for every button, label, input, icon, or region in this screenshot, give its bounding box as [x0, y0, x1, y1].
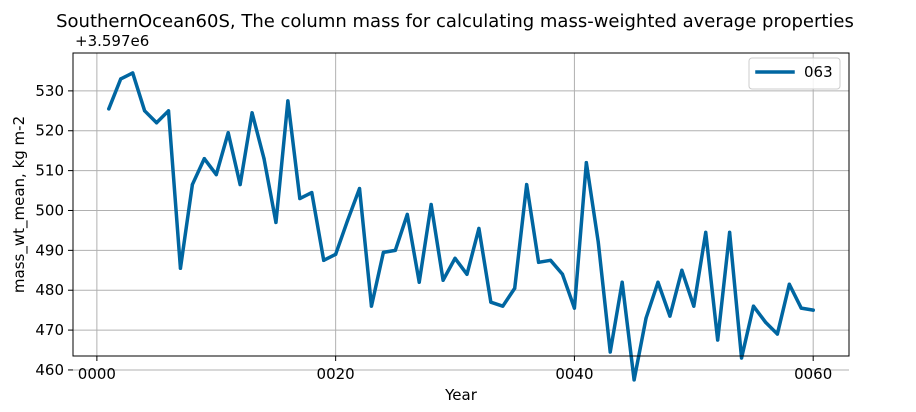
data-point	[381, 250, 385, 254]
y-tick-label: 530	[35, 82, 64, 100]
data-point	[811, 308, 815, 312]
data-point	[190, 182, 194, 187]
chart-title: SouthernOcean60S, The column mass for ca…	[56, 11, 854, 32]
data-point	[799, 306, 803, 310]
data-point	[763, 320, 768, 324]
x-tick-label: 0040	[555, 365, 593, 383]
y-tick-label: 500	[35, 201, 64, 219]
data-point	[274, 220, 278, 225]
data-point	[429, 202, 433, 207]
y-tick-label: 510	[35, 162, 64, 180]
data-point	[131, 71, 135, 75]
data-point	[572, 306, 577, 310]
data-point	[465, 272, 469, 276]
x-axis-label: Year	[444, 386, 478, 404]
plot-frame	[72, 52, 850, 357]
data-point	[656, 280, 660, 284]
data-point	[513, 286, 517, 290]
y-axis-label: mass_wt_mean, kg m-2	[10, 116, 29, 293]
y-tick-label: 480	[35, 281, 64, 299]
data-point	[501, 304, 505, 308]
legend-label-063: 063	[804, 63, 833, 81]
data-point	[417, 280, 421, 284]
data-point	[453, 256, 457, 260]
x-tick-label: 0000	[78, 365, 116, 383]
data-point	[608, 350, 612, 354]
data-point	[178, 266, 183, 270]
data-point	[226, 131, 230, 135]
data-point	[214, 173, 218, 177]
data-point	[298, 196, 302, 201]
data-point	[334, 252, 338, 256]
data-point	[166, 109, 171, 113]
data-point	[537, 260, 541, 264]
data-point	[596, 240, 600, 244]
data-point	[751, 304, 756, 308]
data-point	[393, 248, 397, 252]
data-point	[787, 282, 791, 286]
data-point	[405, 212, 409, 217]
data-point	[345, 218, 350, 223]
data-point	[560, 272, 565, 276]
data-point	[548, 258, 553, 262]
data-point	[322, 258, 326, 262]
data-point	[143, 109, 147, 113]
data-point	[728, 230, 732, 235]
data-point	[119, 77, 123, 81]
legend: 063	[748, 57, 841, 90]
data-point	[477, 226, 481, 231]
y-tick-label: 470	[35, 321, 64, 339]
data-point	[632, 378, 636, 382]
data-point	[692, 304, 696, 308]
data-point	[107, 107, 111, 111]
data-point	[357, 186, 362, 191]
data-point	[704, 230, 708, 235]
data-point	[154, 121, 159, 125]
data-point	[250, 111, 254, 115]
data-point	[441, 278, 445, 282]
data-point	[739, 356, 744, 360]
y-offset-label: +3.597e6	[75, 32, 149, 50]
y-axis-ticks: 460 470 480 490 500 510 520 530	[35, 82, 73, 379]
data-point	[668, 314, 672, 318]
data-point	[525, 182, 529, 187]
x-tick-label: 0060	[794, 365, 832, 383]
data-point	[680, 268, 684, 272]
data-point	[286, 99, 290, 103]
gridlines	[73, 53, 849, 371]
y-tick-label: 520	[35, 122, 64, 140]
x-axis-ticks: 0000 0020 0040 0060	[78, 356, 832, 383]
plot-area	[73, 53, 849, 356]
x-tick-label: 0020	[317, 365, 355, 383]
data-point	[716, 338, 720, 342]
series-layer	[107, 71, 815, 382]
data-point	[202, 157, 206, 161]
data-point	[584, 161, 588, 165]
data-point	[262, 157, 266, 161]
y-tick-label: 460	[35, 361, 64, 379]
data-point	[238, 182, 242, 187]
y-tick-label: 490	[35, 241, 64, 259]
series-line-063	[107, 71, 815, 382]
data-point	[369, 304, 374, 308]
data-point	[489, 300, 493, 304]
data-point	[620, 280, 624, 284]
data-point	[644, 316, 648, 320]
data-point	[775, 332, 779, 336]
data-point	[310, 190, 314, 195]
